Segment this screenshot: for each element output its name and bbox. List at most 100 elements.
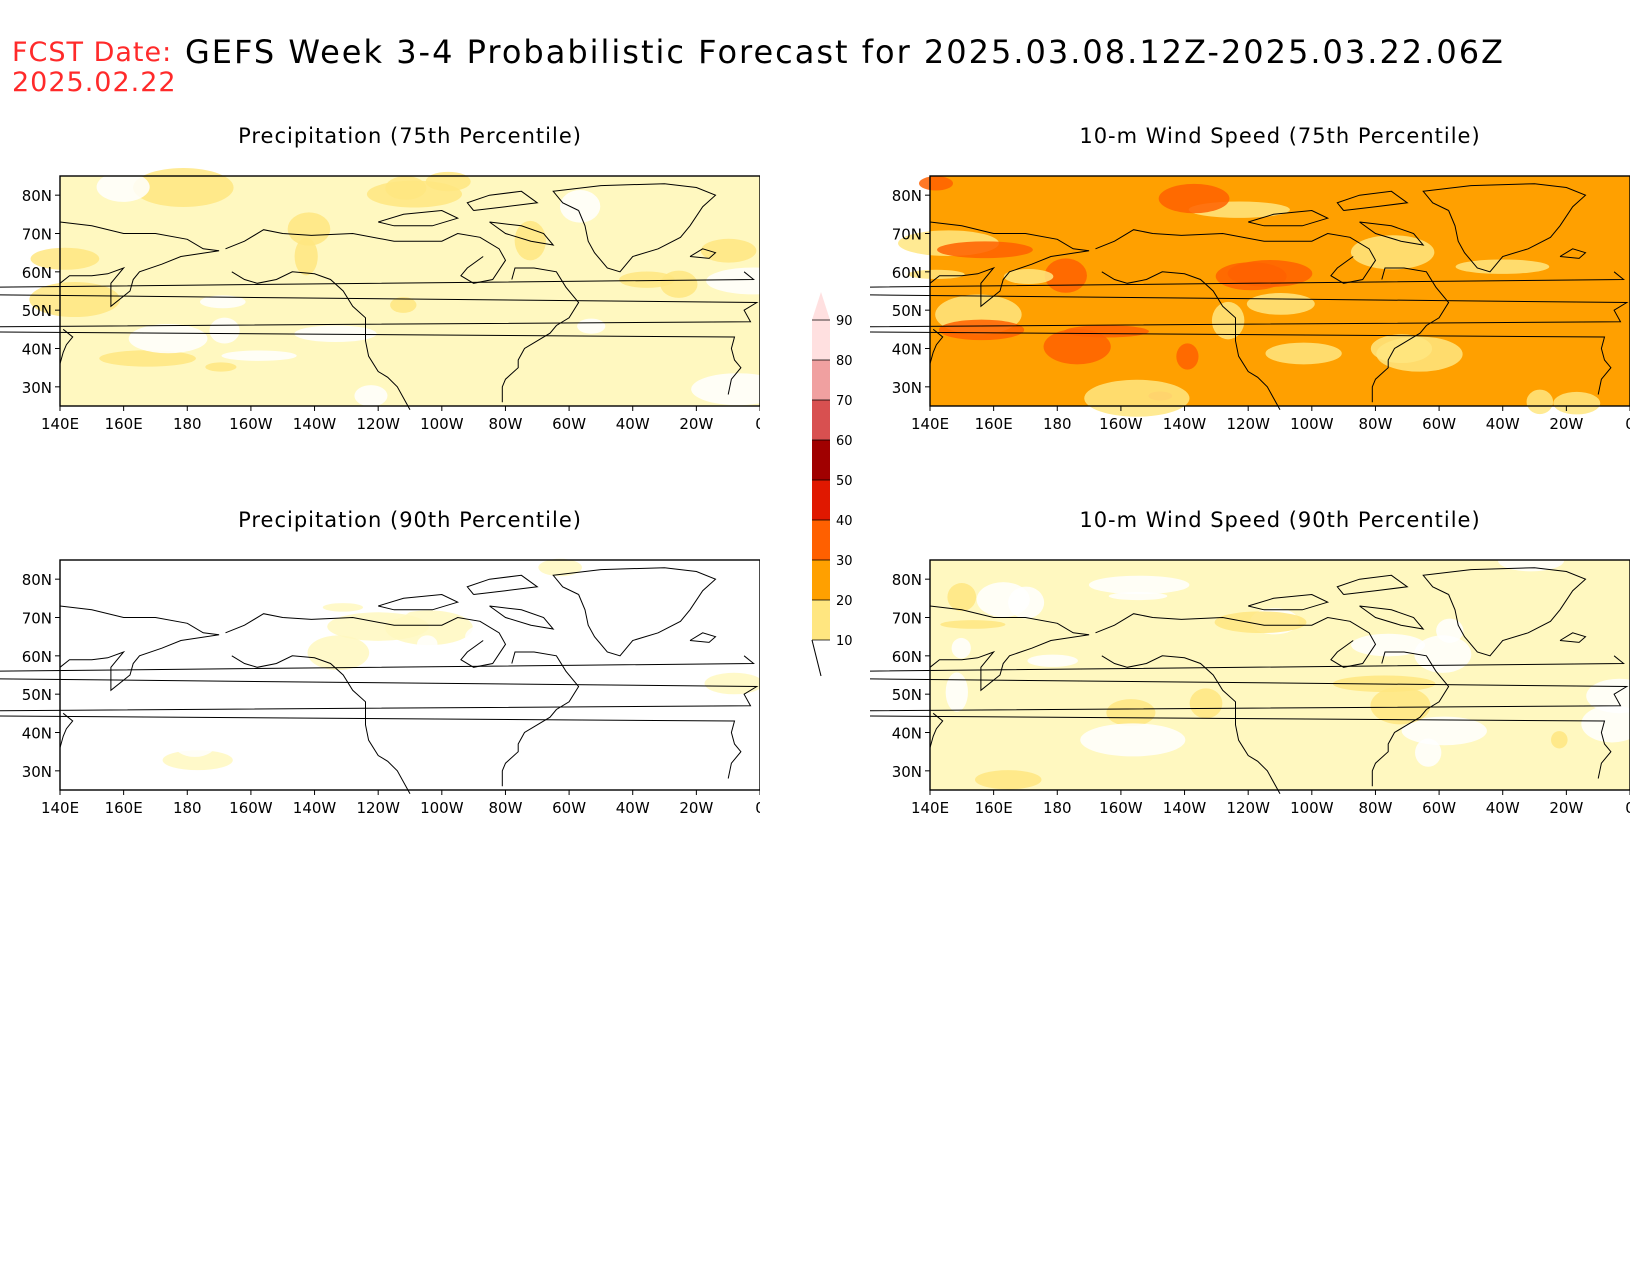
coastline [1422, 183, 1587, 273]
coastline [1101, 655, 1281, 795]
lon-tick-label: 160E [105, 799, 143, 817]
contour-patch [62, 589, 123, 623]
fcst-date-value: 2025.02.22 [12, 67, 177, 98]
lon-tick-label: 0 [755, 415, 760, 433]
contour-patch [133, 167, 234, 208]
lon-tick-label: 60W [552, 415, 586, 433]
lat-tick-label: 40N [892, 341, 922, 359]
contour-patch [951, 637, 971, 659]
lat-tick-label: 70N [22, 610, 52, 628]
contour-patch [1158, 183, 1230, 214]
contour-patch [975, 770, 1042, 790]
contour-patch [947, 583, 977, 612]
map-frame [929, 175, 1630, 407]
contour-patch [162, 750, 233, 771]
contour-patch [1401, 716, 1487, 746]
page-title: GEFS Week 3-4 Probabilistic Forecast for… [185, 33, 1505, 71]
colorbar-top-cap [812, 292, 830, 320]
lon-tick-label: 140E [41, 415, 79, 433]
lat-tick-label: 30N [22, 763, 52, 781]
contour-patch [142, 707, 242, 742]
contour-patch [1553, 391, 1601, 415]
contour-patch [205, 362, 237, 372]
contour-patch [417, 635, 438, 653]
contour-patch [1551, 731, 1568, 749]
contour-patch [1027, 654, 1078, 667]
contour-patch [410, 667, 428, 692]
contour-patch [1526, 389, 1554, 415]
panel-wind-75: 10-m Wind Speed (75th Percentile) 80N 70N… [870, 124, 1630, 454]
lon-tick-label: 120W [356, 799, 400, 817]
coastline [689, 248, 717, 259]
lon-tick-label: 180 [1043, 415, 1072, 433]
lat-tick-label: 60N [22, 264, 52, 282]
contour-patch [1176, 343, 1199, 370]
contour-patch [1351, 633, 1426, 657]
colorbar-box [812, 400, 830, 440]
coastline [489, 221, 555, 246]
contour-patch [354, 385, 388, 407]
lon-tick-label: 180 [173, 799, 202, 817]
contour-patch [172, 728, 217, 757]
coastline [1359, 605, 1425, 630]
coastline [1248, 593, 1330, 611]
lon-tick-label: 160E [975, 799, 1013, 817]
map-frame [929, 559, 1630, 791]
contour-patch [221, 350, 297, 361]
coastline [466, 190, 539, 211]
contour-patch [938, 319, 1025, 341]
coastline [1336, 190, 1409, 211]
lon-tick-label: 0 [1625, 799, 1630, 817]
colorbar-label: 30 [836, 554, 853, 569]
coastline [378, 593, 460, 611]
lon-tick-label: 40W [1486, 415, 1520, 433]
lon-tick-label: 180 [173, 415, 202, 433]
panel-wind-90: 10-m Wind Speed (90th Percentile) 80N 70N… [870, 508, 1630, 838]
contour-patch [159, 605, 183, 615]
lon-tick-label: 80W [1358, 415, 1392, 433]
contour-patch [940, 620, 1006, 629]
coastline [466, 574, 539, 595]
coastline [0, 655, 759, 779]
contour-patch [185, 717, 264, 726]
contour-patch [346, 582, 415, 622]
contour-patch [287, 212, 331, 246]
contour-patch [559, 190, 601, 223]
contour-patch [294, 325, 377, 343]
lon-tick-label: 20W [679, 415, 713, 433]
colorbar-label: 60 [836, 434, 853, 449]
coastline [1559, 248, 1587, 259]
contour-patch [465, 619, 558, 654]
lon-tick-label: 20W [679, 799, 713, 817]
lon-tick-label: 60W [1422, 415, 1456, 433]
lon-tick-label: 120W [356, 415, 400, 433]
lat-tick-label: 70N [22, 226, 52, 244]
coastline [1371, 651, 1450, 787]
contour-patch [700, 238, 757, 263]
lon-tick-label: 20W [1549, 415, 1583, 433]
lon-tick-label: 140E [911, 415, 949, 433]
lon-tick-label: 40W [1486, 799, 1520, 817]
lat-tick-label: 60N [892, 648, 922, 666]
coastline [231, 271, 411, 411]
lat-tick-label: 80N [892, 571, 922, 589]
contour-patch [357, 770, 459, 806]
lon-tick-label: 180 [1043, 799, 1072, 817]
coastline [225, 613, 507, 668]
coastline [1248, 209, 1330, 227]
map-wind-75: 80N 70N 60N 50N 40N 30N 140E 160E 180 160W 140W 120… [870, 175, 1630, 433]
contour-patch [1370, 334, 1433, 364]
contour-patch [1415, 738, 1442, 767]
coastline [870, 655, 1629, 779]
coastline [552, 567, 717, 657]
coastline [1422, 567, 1587, 657]
contour-patch [1189, 688, 1223, 719]
colorbar-box [812, 520, 830, 560]
colorbar-legend: 10 20 30 40 50 60 70 80 90 [811, 292, 853, 677]
contour-patch [1108, 592, 1168, 601]
contour-patch [918, 176, 954, 191]
lon-tick-label: 0 [1625, 415, 1630, 433]
coastline [1336, 574, 1409, 595]
coastline [1559, 632, 1587, 643]
contour-patch [294, 237, 318, 276]
